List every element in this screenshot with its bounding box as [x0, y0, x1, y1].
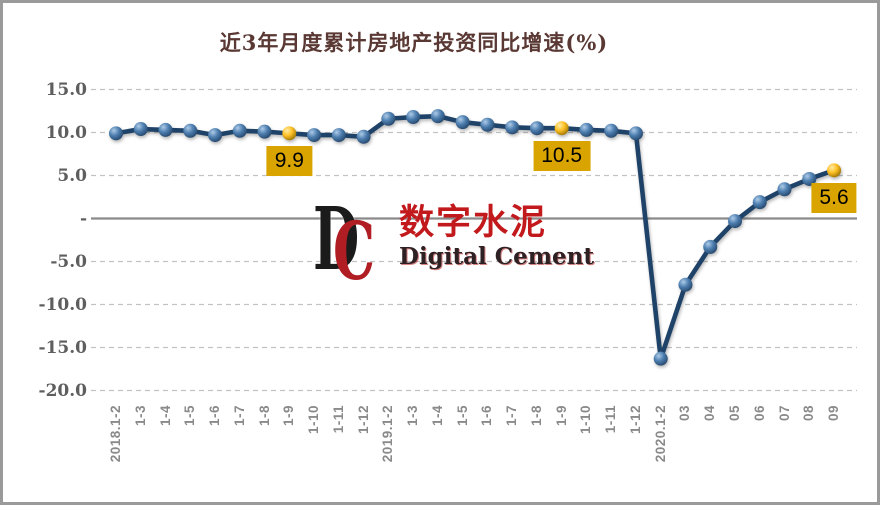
- highlight-point-marker: [282, 126, 297, 141]
- y-tick-label: 15.0: [45, 79, 87, 100]
- x-tick-label: 07: [776, 405, 792, 422]
- y-tick-label: 5.0: [57, 165, 87, 186]
- x-tick-label: 1-9: [281, 405, 297, 427]
- watermark-text: 数字水泥 Digital Cement: [399, 205, 594, 269]
- data-point-marker: [183, 123, 198, 138]
- data-point-marker: [777, 182, 792, 197]
- y-tick-label: -10.0: [38, 294, 87, 315]
- watermark-logo: D C: [313, 197, 393, 292]
- data-point-marker: [505, 120, 520, 135]
- x-tick-label: 1-6: [479, 405, 495, 427]
- data-point-marker: [802, 171, 817, 186]
- x-tick-label: 1-11: [330, 405, 346, 434]
- y-tick-label: 10.0: [45, 122, 87, 143]
- plot-area: [91, 88, 857, 392]
- data-point-marker: [579, 122, 594, 137]
- x-tick-label: 1-10: [306, 405, 322, 435]
- x-tick-label: 1-3: [405, 405, 421, 427]
- data-point-marker: [208, 128, 223, 143]
- watermark-logo-d-letter: D: [313, 189, 360, 290]
- data-point-marker: [703, 239, 718, 254]
- x-tick-label: 1-7: [504, 405, 520, 427]
- data-callout: 9.9: [266, 146, 312, 177]
- data-point-marker: [406, 110, 421, 125]
- data-point-marker: [604, 123, 619, 138]
- data-point-marker: [455, 115, 470, 130]
- data-point-marker: [480, 117, 495, 132]
- data-point-marker: [728, 214, 742, 229]
- x-tick-label: 2019.1-2: [380, 405, 396, 463]
- x-tick-label: 1-4: [157, 405, 173, 427]
- data-point-marker: [257, 124, 272, 139]
- data-point-marker: [356, 129, 371, 144]
- data-point-marker: [430, 109, 445, 124]
- x-tick-label: 1-6: [207, 405, 223, 427]
- x-tick-label: 1-10: [578, 405, 594, 435]
- data-point-marker: [133, 122, 148, 137]
- data-callout: 10.5: [533, 141, 591, 172]
- x-tick-label: 1-8: [528, 405, 544, 427]
- x-tick-label: 1-7: [231, 405, 247, 427]
- data-point-marker: [109, 126, 123, 141]
- data-point-marker: [628, 126, 643, 141]
- y-tick-label: -15.0: [38, 337, 87, 358]
- data-point-marker: [232, 123, 247, 138]
- data-point-marker: [678, 277, 693, 292]
- x-tick-label: 1-11: [603, 405, 619, 434]
- watermark-logo-c-letter: C: [333, 204, 376, 298]
- x-tick-label: 1-9: [553, 405, 569, 427]
- x-tick-label: 06: [751, 405, 767, 422]
- data-point-marker: [381, 111, 396, 126]
- x-tick-label: 03: [677, 405, 693, 422]
- data-point-marker: [752, 195, 767, 210]
- x-tick-label: 1-12: [627, 405, 643, 435]
- data-point-marker: [307, 128, 322, 143]
- watermark-english-name: Digital Cement: [399, 243, 595, 270]
- x-tick-label: 1-5: [454, 405, 470, 427]
- x-tick-label: 08: [801, 405, 817, 422]
- x-tick-label: 05: [727, 405, 742, 422]
- highlight-point-marker: [554, 121, 569, 136]
- x-tick-label: 09: [826, 405, 842, 422]
- chart-title: 近3年月度累计房地产投资同比增速(%): [219, 30, 609, 55]
- watermark-chinese-name: 数字水泥: [399, 202, 548, 243]
- data-point-marker: [653, 351, 668, 366]
- data-callout: 5.6: [811, 183, 857, 214]
- x-tick-label: 1-12: [355, 405, 371, 435]
- x-tick-label: 04: [702, 405, 718, 422]
- y-tick-label: -5.0: [50, 251, 87, 272]
- data-point-marker: [529, 121, 544, 136]
- data-series: [109, 109, 842, 366]
- y-tick-label: -20.0: [38, 380, 87, 401]
- x-tick-label: 1-4: [429, 405, 445, 427]
- x-tick-label: 1-8: [256, 405, 272, 427]
- x-tick-label: 1-3: [132, 405, 148, 427]
- watermark: D C 数字水泥 Digital Cement: [313, 197, 594, 292]
- x-tick-label: 2018.1-2: [108, 405, 123, 463]
- x-tick-label: 2020.1-2: [652, 405, 668, 463]
- y-tick-label: -: [79, 208, 87, 229]
- data-point-marker: [331, 128, 346, 143]
- data-point-marker: [158, 122, 173, 137]
- highlight-point-marker: [827, 163, 842, 178]
- x-tick-label: 1-5: [182, 405, 198, 427]
